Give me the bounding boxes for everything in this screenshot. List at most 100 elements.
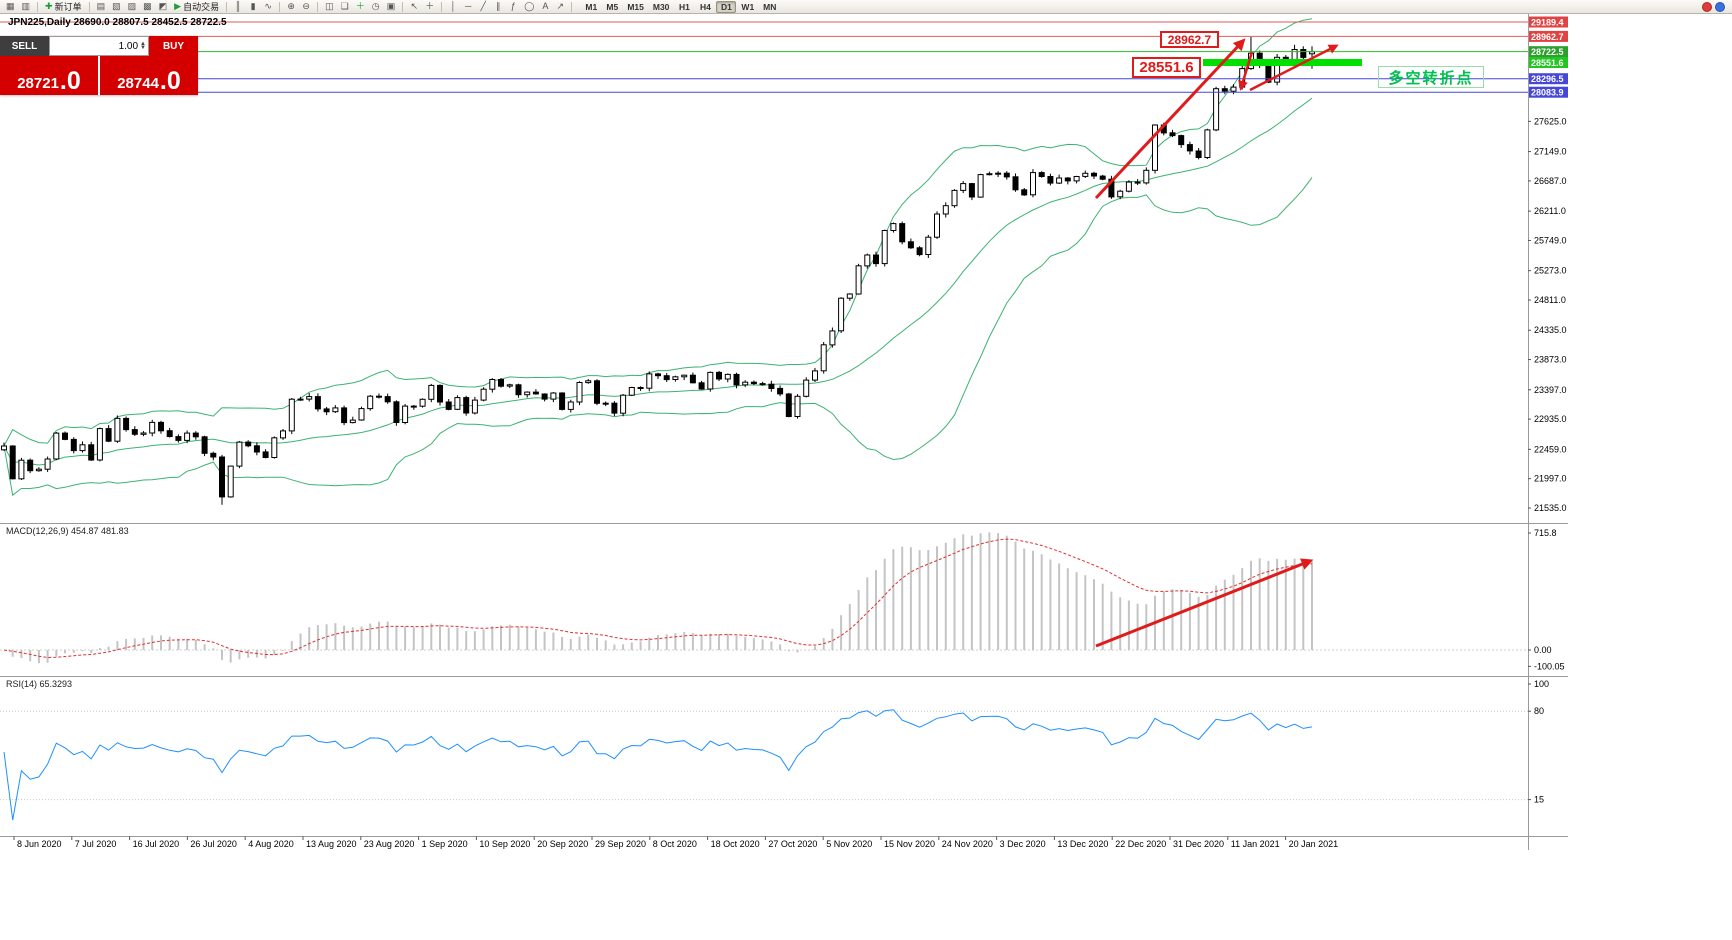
horizontal-line-icon[interactable]: ─ [461, 1, 475, 13]
turning-point-note[interactable]: 多空转折点 [1378, 66, 1484, 88]
sell-price-main: 28721 [17, 75, 59, 92]
new-chart-icon[interactable]: ▦ [3, 1, 18, 13]
line-chart-mode-icon[interactable]: ∿ [261, 1, 275, 13]
chart-profiles-icon[interactable]: ▥ [19, 1, 34, 13]
axis-label: -100.05 [1534, 661, 1565, 671]
zoom-out-icon-glyph: ⊖ [302, 1, 310, 11]
cursor-icon[interactable]: ↖ [407, 1, 421, 13]
timeframe-h1-button[interactable]: H1 [678, 1, 690, 12]
date-label: 29 Sep 2020 [595, 839, 646, 849]
trend-arrow[interactable] [1094, 38, 1246, 200]
new-order-icon: ✚ [45, 1, 53, 11]
chart-profiles-icon-glyph: ▥ [21, 1, 31, 11]
date-label: 7 Jul 2020 [75, 839, 117, 849]
fibonacci-icon[interactable]: ƒ [506, 1, 520, 13]
timeframe-d1-button[interactable]: D1 [716, 0, 737, 13]
volume-field[interactable]: 1.00 ▲ ▼ [49, 36, 149, 56]
timeframe-m30-button[interactable]: M30 [652, 1, 670, 12]
zoom-in-icon[interactable]: ⊕ [284, 1, 298, 13]
volume-down-icon[interactable]: ▼ [140, 45, 146, 51]
market-watch-icon-glyph: ▤ [96, 1, 106, 11]
timeframe-m15-button[interactable]: M15 [627, 1, 644, 12]
price-line-label: 28551.6 [1531, 58, 1564, 68]
text-tool-icon-glyph: A [542, 1, 549, 11]
price-line-label: 29189.4 [1531, 18, 1564, 28]
axis-label: 22935.0 [1534, 414, 1567, 424]
periods-icon-glyph: ◷ [371, 1, 380, 11]
navigator-icon-glyph: ▨ [127, 1, 137, 11]
axis-label: 23873.0 [1534, 355, 1567, 365]
market-watch-icon[interactable]: ▤ [94, 1, 109, 13]
date-label: 24 Nov 2020 [942, 839, 993, 849]
price-line-label: 28722.5 [1531, 47, 1564, 57]
blue-notification-badge[interactable] [1715, 1, 1725, 12]
zoom-out-icon[interactable]: ⊖ [299, 1, 313, 13]
price-line-label: 28962.7 [1531, 32, 1564, 42]
axis-label: 715.8 [1534, 528, 1557, 538]
sell-price-button[interactable]: 28721.0 [0, 56, 98, 95]
date-label: 26 Jul 2020 [190, 839, 237, 849]
buy-button[interactable]: BUY [149, 36, 198, 56]
buy-price-frac: .0 [159, 67, 181, 96]
crosshair-icon[interactable]: ＋ [422, 1, 437, 13]
window-badges [1702, 1, 1729, 12]
axis-label: 15 [1534, 795, 1544, 805]
indicators-icon[interactable]: ＋ [353, 1, 368, 13]
data-window-icon[interactable]: ▧ [109, 1, 124, 13]
support-price-callout[interactable]: 28551.6 [1132, 57, 1201, 78]
date-label: 13 Dec 2020 [1057, 839, 1108, 849]
sell-button[interactable]: SELL [0, 36, 49, 56]
indicators-icon-glyph: ＋ [355, 1, 365, 11]
new-order-button[interactable]: ✚ 新订单 [42, 1, 85, 13]
price-line-label: 28296.5 [1531, 74, 1564, 84]
date-label: 8 Oct 2020 [653, 839, 697, 849]
navigator-icon[interactable]: ▨ [125, 1, 140, 13]
chart-title: JPN225,Daily 28690.0 28807.5 28452.5 287… [8, 17, 227, 28]
symbol-ohlc-text: JPN225,Daily 28690.0 28807.5 28452.5 287… [8, 17, 227, 28]
date-label: 23 Aug 2020 [364, 839, 415, 849]
trendline-icon[interactable]: ╱ [476, 1, 490, 13]
axis-label: 27149.0 [1534, 147, 1567, 157]
toolbar-separator [88, 1, 90, 12]
timeframe-m5-button[interactable]: M5 [606, 1, 619, 12]
terminal-icon[interactable]: ▩ [140, 1, 155, 13]
timeframe-m1-button[interactable]: M1 [585, 1, 598, 12]
date-label: 20 Jan 2021 [1289, 839, 1339, 849]
one-click-trading-panel: SELL 1.00 ▲ ▼ BUY 28721.0 28744.0 [0, 36, 198, 95]
trend-arrow[interactable] [1095, 558, 1314, 648]
buy-price-button[interactable]: 28744.0 [100, 56, 198, 95]
axis-label: 25273.0 [1534, 266, 1567, 276]
periods-icon[interactable]: ◷ [369, 1, 383, 13]
cascade-windows-icon[interactable]: ❏ [338, 1, 352, 13]
date-label: 10 Sep 2020 [479, 839, 530, 849]
toolbar-buttons: ▦ ▥ ✚ 新订单 ▤ ▧ ▨ ▩ ◩ ▶ 自动交易 ║ ▮ ∿ ⊕ ⊖ ◫ ❏ ＋ ◷ ▣ ↖ ＋ │ ─ ╱ ∥ ƒ ◯ A ↗ [3, 1, 575, 13]
resistance-price-callout[interactable]: 28962.7 [1160, 31, 1219, 48]
timeframe-mn-button[interactable]: MN [763, 1, 777, 12]
new-chart-icon-glyph: ▦ [6, 1, 15, 11]
templates-icon[interactable]: ▣ [384, 1, 399, 13]
candlestick-mode-icon[interactable]: ▮ [246, 1, 260, 13]
volume-up-icon[interactable]: ▲ [140, 41, 146, 47]
bar-chart-mode-icon[interactable]: ║ [231, 1, 245, 13]
text-tool-icon[interactable]: A [538, 1, 552, 13]
timeframe-w1-button[interactable]: W1 [741, 1, 755, 12]
trend-arrow[interactable] [1238, 51, 1254, 91]
toolbar-separator [402, 1, 404, 12]
autotrading-button[interactable]: ▶ 自动交易 [171, 1, 222, 13]
arrows-tool-icon[interactable]: ↗ [553, 1, 567, 13]
red-notification-badge[interactable] [1702, 1, 1712, 12]
date-label: 5 Nov 2020 [826, 839, 872, 849]
timeframe-toolbar: M1 M5 M15 M30 H1 H4 D1 W1 MN [581, 0, 780, 13]
trend-arrow[interactable] [1249, 44, 1339, 92]
strategy-tester-icon[interactable]: ◩ [156, 1, 171, 13]
tile-windows-icon[interactable]: ◫ [322, 1, 337, 13]
axis-label: 27625.0 [1534, 116, 1567, 126]
vertical-line-icon[interactable]: │ [446, 1, 460, 13]
volume-spinner: ▲ ▼ [140, 41, 146, 51]
channel-icon[interactable]: ∥ [491, 1, 505, 13]
axis-label: 0.00 [1534, 645, 1552, 655]
shapes-icon[interactable]: ◯ [521, 1, 537, 13]
timeframe-h4-button[interactable]: H4 [699, 1, 711, 12]
